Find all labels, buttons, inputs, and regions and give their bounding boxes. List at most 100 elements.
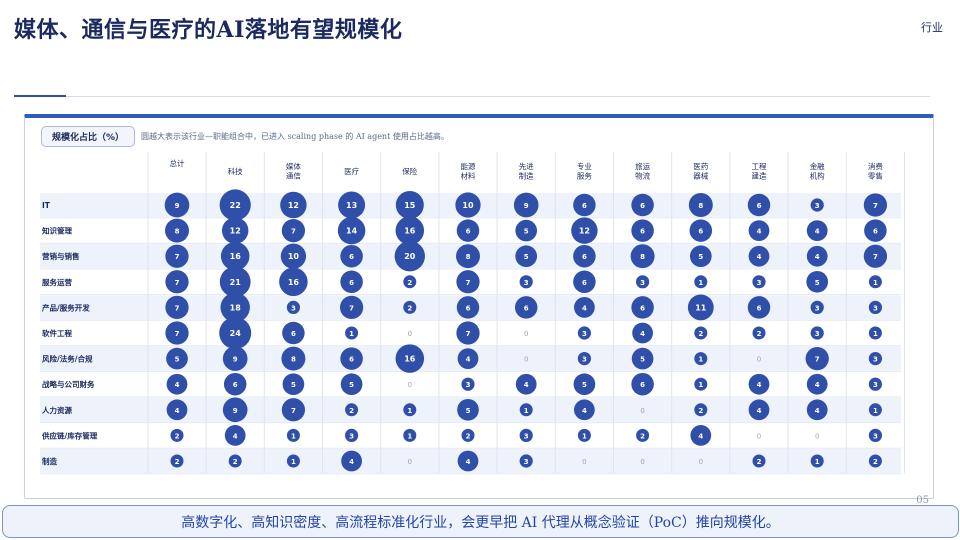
value-label: 2: [407, 279, 412, 287]
value-label: 13: [346, 201, 357, 210]
value-bubble: [219, 266, 251, 298]
value-bubble: [456, 244, 480, 269]
value-label: 3: [815, 304, 820, 312]
value-label: 4: [815, 253, 820, 261]
value-label: 6: [524, 304, 529, 312]
value-label: 0: [408, 381, 412, 389]
value-bubble: [519, 275, 533, 289]
value-label: 2: [757, 458, 762, 466]
value-bubble: [165, 218, 189, 243]
value-label: 5: [698, 253, 703, 261]
value-label: 7: [466, 279, 471, 287]
value-bubble: [165, 295, 189, 320]
value-bubble: [752, 454, 766, 468]
value-bubble: [395, 190, 424, 220]
value-label: 1: [407, 407, 412, 415]
value-label: 16: [404, 227, 416, 236]
column-header: 通信: [286, 171, 301, 181]
value-label: 12: [288, 201, 299, 210]
value-label: 6: [640, 304, 645, 312]
value-bubble: [228, 454, 242, 468]
value-label: 9: [233, 407, 238, 415]
column-header: 服务: [577, 171, 592, 181]
value-bubble: [286, 428, 300, 442]
value-bubble: [805, 346, 829, 371]
page-title: 媒体、通信与医疗的AI落地有望规模化: [14, 17, 403, 43]
legend-pill: 规模化占比（%）: [41, 126, 136, 147]
value-bubble: [752, 275, 766, 289]
value-label: 7: [873, 202, 878, 210]
column-header: 媒体: [286, 161, 301, 171]
value-bubble: [394, 241, 425, 272]
column-header: 医药: [693, 161, 708, 171]
value-bubble: [220, 241, 250, 271]
value-label: 6: [582, 253, 587, 261]
value-label: 0: [582, 458, 586, 466]
value-bubble: [863, 193, 888, 217]
value-bubble: [868, 300, 883, 314]
value-bubble: [868, 403, 882, 417]
value-bubble: [219, 189, 251, 221]
value-bubble: [166, 373, 188, 395]
value-bubble: [519, 403, 533, 417]
value-label: 0: [640, 458, 644, 466]
value-bubble: [694, 352, 708, 366]
value-label: 5: [349, 381, 354, 389]
value-bubble: [395, 216, 425, 245]
value-bubble: [341, 450, 362, 472]
value-label: 6: [349, 279, 354, 287]
value-bubble: [345, 428, 359, 442]
value-label: 1: [698, 381, 703, 389]
header-divider: [14, 96, 930, 97]
value-bubble: [170, 454, 184, 468]
value-bubble: [688, 193, 713, 217]
value-label: 9: [524, 202, 529, 210]
value-label: 3: [873, 381, 878, 389]
value-label: 16: [230, 252, 242, 261]
value-label: 6: [233, 381, 238, 389]
value-label: 1: [291, 458, 296, 466]
value-label: 9: [233, 356, 238, 364]
value-label: 2: [757, 330, 762, 338]
value-label: 4: [757, 228, 762, 236]
value-bubble: [810, 300, 824, 314]
value-label: 3: [524, 279, 529, 287]
value-label: 6: [291, 330, 296, 338]
value-label: 3: [873, 304, 878, 312]
value-label: 20: [404, 252, 416, 261]
value-label: 1: [582, 432, 587, 440]
value-label: 7: [175, 253, 180, 261]
value-label: 1: [815, 458, 820, 466]
value-bubble: [574, 399, 595, 421]
value-label: 5: [524, 253, 529, 261]
value-bubble: [286, 454, 300, 468]
value-label: 12: [230, 227, 241, 236]
value-bubble: [748, 373, 770, 395]
value-label: 7: [291, 228, 296, 236]
value-bubble: [456, 296, 480, 319]
value-label: 5: [582, 381, 587, 389]
value-bubble: [694, 403, 708, 417]
value-label: 2: [873, 458, 878, 466]
value-label: 6: [640, 228, 645, 236]
value-label: 0: [640, 407, 644, 415]
value-label: 8: [175, 228, 180, 236]
value-label: 7: [291, 407, 296, 415]
value-bubble: [340, 373, 363, 396]
value-bubble: [519, 454, 533, 468]
value-bubble: [689, 245, 712, 268]
value-label: 5: [175, 356, 180, 364]
value-bubble: [338, 191, 366, 219]
value-bubble: [868, 326, 882, 340]
value-bubble: [279, 267, 308, 297]
value-bubble: [223, 372, 247, 396]
value-bubble: [631, 347, 654, 370]
value-label: 7: [175, 279, 180, 287]
value-bubble: [868, 352, 883, 366]
value-label: 5: [815, 279, 820, 287]
value-label: 6: [757, 304, 762, 312]
value-bubble: [574, 297, 595, 318]
column-header: 物流: [635, 171, 650, 181]
section-tag: 行业: [921, 21, 943, 34]
value-label: 2: [698, 407, 703, 415]
